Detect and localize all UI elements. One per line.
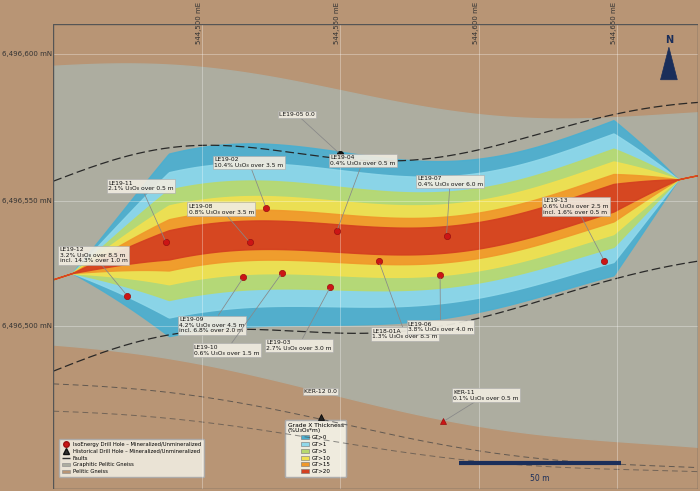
Text: LE19-03
2.7% U₃O₈ over 3.0 m: LE19-03 2.7% U₃O₈ over 3.0 m [266,289,332,351]
Text: LE19-11
2.1% U₃O₈ over 0.5 m: LE19-11 2.1% U₃O₈ over 0.5 m [108,181,174,240]
Text: 6,496,550 mN: 6,496,550 mN [2,198,52,204]
Text: 544,500 mE: 544,500 mE [195,2,202,44]
Text: 544,650 mE: 544,650 mE [611,2,617,44]
Text: 544,600 mE: 544,600 mE [473,2,479,44]
Text: 50 m: 50 m [530,474,550,483]
Text: 544,550 mE: 544,550 mE [334,2,340,44]
Legend: GT>0, GT>1, GT>5, GT>10, GT>15, GT>20: GT>0, GT>1, GT>5, GT>10, GT>15, GT>20 [285,420,346,477]
Polygon shape [53,162,698,285]
Polygon shape [661,47,678,80]
Text: N: N [665,35,673,45]
Text: LE19-09
4.2% U₃O₈ over 4.5 m
incl. 6.8% over 2.0 m: LE19-09 4.2% U₃O₈ over 4.5 m incl. 6.8% … [179,280,244,333]
Polygon shape [53,149,698,300]
Text: KER-11
0.1% U₃O₈ over 0.5 m: KER-11 0.1% U₃O₈ over 0.5 m [446,390,519,420]
Polygon shape [53,174,698,280]
Text: KER-12 0.0: KER-12 0.0 [304,388,337,394]
Text: LE19-02
10.4% U₃O₈ over 3.5 m: LE19-02 10.4% U₃O₈ over 3.5 m [214,157,284,205]
Polygon shape [53,64,698,447]
Polygon shape [53,134,698,318]
Text: LE19-07
0.4% U₃O₈ over 6.0 m: LE19-07 0.4% U₃O₈ over 6.0 m [417,176,483,233]
Text: LE19-13
0.6% U₃O₈ over 2.5 m
incl. 1.6% over 0.5 m: LE19-13 0.6% U₃O₈ over 2.5 m incl. 1.6% … [543,198,609,259]
Text: 6,496,600 mN: 6,496,600 mN [2,51,52,57]
Text: LE19-06
3.8% U₃O₈ over 4.0 m: LE19-06 3.8% U₃O₈ over 4.0 m [408,278,473,332]
Text: LE19-04
0.4% U₃O₈ over 0.5 m: LE19-04 0.4% U₃O₈ over 0.5 m [330,155,396,228]
Text: LE19-08
0.8% U₃O₈ over 3.5 m: LE19-08 0.8% U₃O₈ over 3.5 m [189,204,254,241]
Text: LE18-01A
1.3% U₃O₈ over 8.5 m: LE18-01A 1.3% U₃O₈ over 8.5 m [372,264,438,339]
Text: LE19-05 0.0: LE19-05 0.0 [279,112,338,152]
Polygon shape [53,121,698,337]
Text: 6,496,500 mN: 6,496,500 mN [2,323,52,329]
Text: LE19-12
3.2% U₃O₈ over 8.5 m
incl. 14.3% over 1.0 m: LE19-12 3.2% U₃O₈ over 8.5 m incl. 14.3%… [60,247,127,294]
Text: LE19-10
0.6% U₃O₈ over 1.5 m: LE19-10 0.6% U₃O₈ over 1.5 m [194,275,281,355]
Polygon shape [53,176,698,280]
